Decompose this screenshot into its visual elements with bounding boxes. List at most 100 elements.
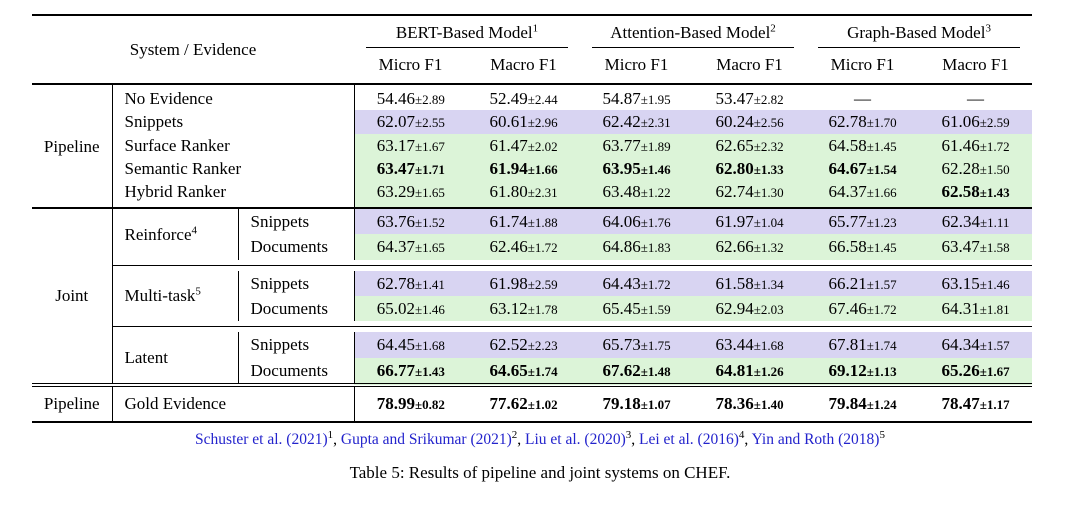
metric-cell: 65.45±1.59 <box>580 296 694 322</box>
metric-cell: 66.77±1.43 <box>353 357 468 386</box>
metric-cell: 63.17±1.67 <box>353 133 468 158</box>
row-label: Documents <box>237 234 355 260</box>
citation-link[interactable]: Schuster et al. (2021) <box>195 430 328 448</box>
metric-cell: 62.74±1.30 <box>693 180 807 208</box>
table-row: Snippets 62.07±2.55 60.61±2.96 62.42±2.31 60… <box>32 110 1033 134</box>
row-label: Surface Ranker <box>124 135 230 155</box>
metric-cell: 69.12±1.13 <box>806 357 920 386</box>
group-label: Joint <box>32 206 113 386</box>
metric-cell: 53.47±2.82 <box>715 88 784 108</box>
method-label: Latent <box>124 348 168 368</box>
metric-cell: 61.97±1.04 <box>693 206 807 235</box>
metric-cell: 64.45±1.68 <box>353 332 468 358</box>
metric-cell: 62.80±1.33 <box>693 157 807 181</box>
metric-cell: 65.77±1.23 <box>806 206 920 235</box>
citation-footnote-marker: 1 <box>327 428 334 441</box>
metric-cell: 79.84±1.24 <box>806 383 920 423</box>
method-label: Reinforce4 <box>112 206 238 260</box>
row-label: Gold Evidence <box>112 383 355 423</box>
metric-cell: 62.42±2.31 <box>580 110 694 134</box>
metric-cell: 63.95±1.46 <box>580 157 694 181</box>
metric-cell: 63.29±1.65 <box>353 180 468 208</box>
metric-cell: 64.06±1.76 <box>580 206 694 235</box>
metric-cell: 62.46±1.72 <box>467 234 581 260</box>
row-label: Snippets <box>237 206 355 235</box>
row-label: Documents <box>237 296 355 322</box>
metric-cell: 61.47±2.02 <box>467 133 581 158</box>
metric-header-macro-f1: Macro F1 <box>693 48 807 85</box>
metric-cell: 65.02±1.46 <box>353 296 468 322</box>
row-label: Snippets <box>237 332 355 358</box>
model-header-bert: BERT-Based Model1 <box>354 13 581 49</box>
metric-cell: 78.99±0.82 <box>353 383 468 423</box>
metric-cell: 63.15±1.46 <box>919 270 1033 297</box>
metric-cell: 54.87±1.95 <box>602 88 671 108</box>
citation-link[interactable]: Yin and Roth (2018) <box>751 430 880 448</box>
metric-cell: 64.65±1.74 <box>467 357 581 386</box>
results-table: System / Evidence BERT-Based Model1 Atte… <box>32 13 1033 423</box>
table-row: Pipeline Gold Evidence 78.99±0.82 77.62±1.0… <box>32 383 1033 423</box>
citation-link[interactable]: Gupta and Srikumar (2021) <box>340 430 512 448</box>
metric-cell: 64.37±1.65 <box>353 234 468 260</box>
table-row: Joint Reinforce4 Snippets 63.76±1.52 61.74±1… <box>32 206 1033 386</box>
table-row: Pipeline No Evidence 54.46±2.89 52.49±2.44 5… <box>32 83 1032 208</box>
model-footnote-marker: 2 <box>770 22 776 35</box>
metric-cell: 52.49±2.44 <box>489 88 558 108</box>
metric-header-micro-f1: Micro F1 <box>806 48 920 85</box>
metric-cell: 66.21±1.57 <box>806 270 920 297</box>
citation-separator: , <box>631 430 640 448</box>
metric-cell: 63.77±1.89 <box>580 133 694 158</box>
table-row: Hybrid Ranker 63.29±1.65 61.80±2.31 63.48±1… <box>32 180 1033 208</box>
metric-cell: 62.58±1.43 <box>919 180 1033 208</box>
metric-cell: 61.94±1.66 <box>467 157 581 181</box>
metric-cell: 60.24±2.56 <box>693 110 807 134</box>
model-footnote-marker: 3 <box>985 22 991 35</box>
subgroup-divider <box>112 259 1033 266</box>
metric-cell: 79.18±1.07 <box>580 383 694 423</box>
metric-header-macro-f1: Macro F1 <box>467 48 581 85</box>
group-label: Pipeline <box>32 83 113 208</box>
citations-line: Schuster et al. (2021)1, Gupta and Sriku… <box>0 428 1080 449</box>
citation-separator: , <box>744 430 752 448</box>
table-row <box>32 259 1033 266</box>
citation-separator: , <box>517 430 526 448</box>
metric-cell: 63.76±1.52 <box>353 206 468 235</box>
citation-link[interactable]: Liu et al. (2020) <box>525 430 626 448</box>
method-label: Multi-task5 <box>124 285 201 306</box>
metric-header-micro-f1: Micro F1 <box>354 48 468 85</box>
citation-footnote-marker: 3 <box>625 428 632 441</box>
metric-cell: 67.62±1.48 <box>580 357 694 386</box>
metric-cell: 62.65±2.32 <box>693 133 807 158</box>
row-label: Documents <box>237 357 355 386</box>
row-label: Hybrid Ranker <box>124 182 227 202</box>
citation-link[interactable]: Lei et al. (2016) <box>639 430 739 448</box>
subgroup-divider <box>112 321 1033 328</box>
table-row: Documents 64.37±1.65 62.46±1.72 64.86±1.83 6… <box>32 234 1033 260</box>
table-caption: Table 5: Results of pipeline and joint s… <box>349 462 731 482</box>
metric-cell: 60.61±2.96 <box>467 110 581 134</box>
metric-cell: 64.37±1.66 <box>806 180 920 208</box>
metric-cell: 78.36±1.40 <box>693 383 807 423</box>
metric-cell: 62.34±1.11 <box>919 206 1033 235</box>
citation-footnote-marker: 4 <box>738 428 745 441</box>
metric-cell: 62.52±2.23 <box>467 332 581 358</box>
metric-cell: 63.44±1.68 <box>693 332 807 358</box>
row-label: Snippets <box>237 270 355 297</box>
metric-cell: 54.46±2.89 <box>353 83 468 111</box>
metric-cell: 62.07±2.55 <box>353 110 468 134</box>
metric-cell: 61.80±2.31 <box>467 180 581 208</box>
metric-header-macro-f1: Macro F1 <box>919 48 1033 85</box>
metric-cell: 62.94±2.03 <box>693 296 807 322</box>
metric-cell: 62.78±1.70 <box>806 110 920 134</box>
model-header-attention: Attention-Based Model2 <box>580 13 807 49</box>
metric-cell: 64.81±1.26 <box>693 357 807 386</box>
metric-cell: 61.98±2.59 <box>467 270 581 297</box>
metric-cell: 61.06±2.59 <box>919 110 1033 134</box>
citation-footnote-marker: 5 <box>879 428 885 441</box>
citation-separator: , <box>333 430 341 448</box>
metric-cell: 61.58±1.34 <box>693 270 807 297</box>
metric-cell: — <box>967 88 985 108</box>
metric-cell: 67.46±1.72 <box>806 296 920 322</box>
metric-cell: 77.62±1.02 <box>467 383 581 423</box>
metric-cell: 64.31±1.81 <box>919 296 1033 322</box>
